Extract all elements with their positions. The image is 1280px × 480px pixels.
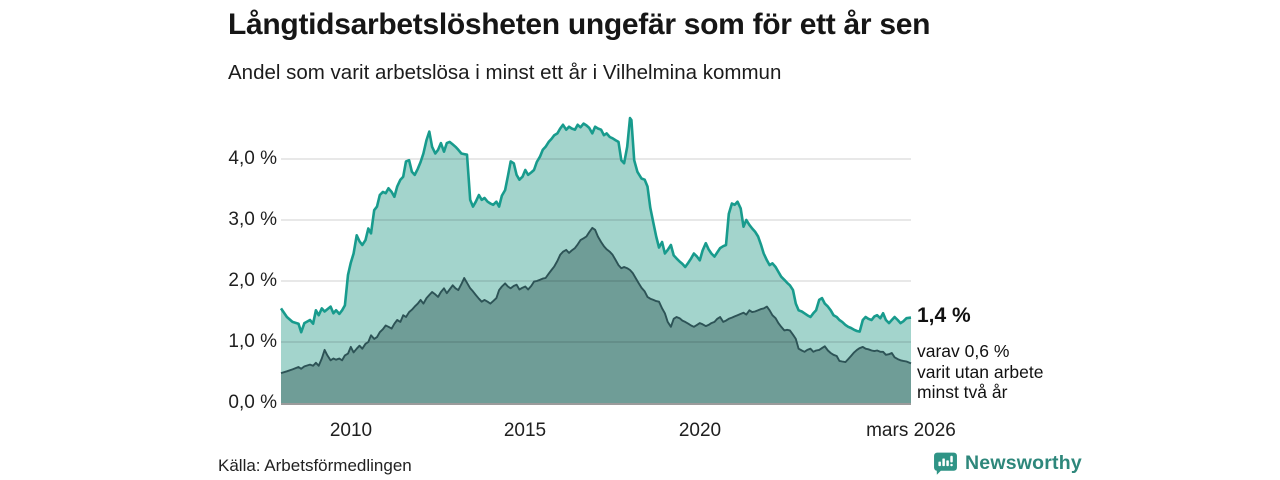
- page-subtitle: Andel som varit arbetslösa i minst ett å…: [228, 61, 782, 84]
- series-area-2: [281, 227, 911, 403]
- page-title: Långtidsarbetslösheten ungefär som för e…: [228, 8, 931, 41]
- x-tick-label-mars-2026: mars 2026: [866, 420, 956, 441]
- y-tick-label-2: 2,0 %: [228, 270, 277, 291]
- annotation-line-1: varav 0,6 %: [917, 341, 1010, 361]
- newsworthy-wordmark: Newsworthy: [965, 452, 1082, 474]
- y-tick-label-1: 1,0 %: [228, 331, 277, 352]
- series-line-2: [280, 226, 912, 375]
- x-tick-label-2020: 2020: [678, 420, 722, 441]
- y-tick-label-0: 0,0 %: [228, 392, 277, 413]
- newsworthy-chart-bubble-icon: [933, 451, 958, 476]
- x-tick-label-2015: 2015: [503, 420, 547, 441]
- x-tick-label-2010: 2010: [329, 420, 373, 441]
- series1-end-value-label: 1,4 %: [917, 304, 971, 327]
- newsworthy-logo[interactable]: Newsworthy: [933, 451, 1082, 476]
- annotation-line-2: varit utan arbete: [917, 361, 1044, 382]
- source-attribution: Källa: Arbetsförmedlingen: [218, 456, 412, 475]
- y-tick-label-4: 4,0 %: [228, 148, 277, 169]
- y-tick-label-3: 3,0 %: [228, 209, 277, 230]
- series-line-1: [279, 116, 912, 334]
- series2-end-annotation: varav 0,6 % varit utan arbete minst två …: [917, 341, 1043, 403]
- annotation-line-3: minst två år: [917, 382, 1008, 402]
